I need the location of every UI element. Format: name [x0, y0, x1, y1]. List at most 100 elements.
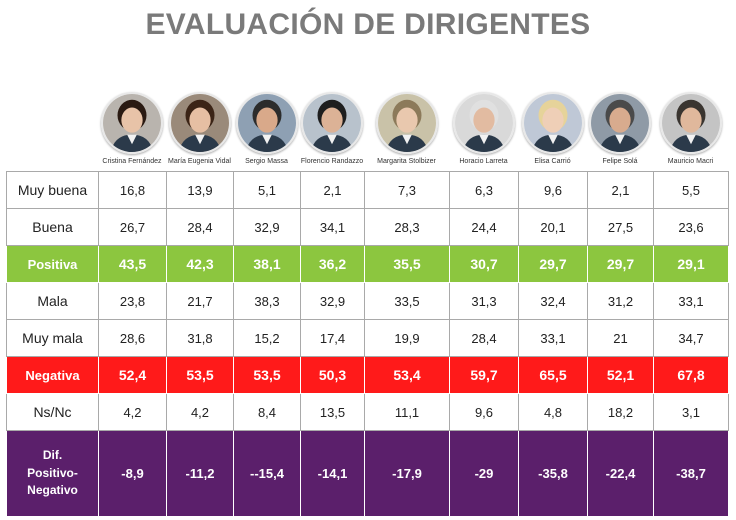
table-cell: 17,4	[300, 319, 365, 357]
table-cell: 59,7	[449, 356, 519, 394]
table-cell: 23,6	[653, 208, 729, 246]
table-cell: 34,7	[653, 319, 729, 357]
table-cell: 29,7	[587, 245, 654, 283]
candidate-portrait	[589, 92, 651, 154]
candidate-name: Margarita Stolbizer	[377, 158, 436, 165]
table-row-muy-buena: Muy buena 16,8 13,9 5,1 2,1 7,3 6,3 9,6 2,1 5,5	[6, 171, 729, 209]
table-row-ns-nc: Ns/Nc 4,2 4,2 8,4 13,5 11,1 9,6 4,8 18,2 3,1	[6, 393, 729, 431]
table-row-dif-positivo-negativo: Dif. Positivo- Negativo -8,9 -11,2 --15,4 -14,…	[6, 430, 729, 517]
table-cell: 9,6	[449, 393, 519, 431]
table-cell: 29,7	[518, 245, 588, 283]
candidate-name: Horacio Larreta	[459, 158, 508, 165]
table-cell: 6,3	[449, 171, 519, 209]
candidate-card: Elisa Carrió	[518, 92, 588, 165]
table-cell: 23,8	[98, 282, 167, 320]
candidate-name: María Eugenia Vidal	[168, 158, 231, 165]
table-cell: -22,4	[587, 430, 654, 517]
table-cell: 4,2	[166, 393, 234, 431]
table-cell: 20,1	[518, 208, 588, 246]
table-cell: 28,4	[449, 319, 519, 357]
table-cell: 33,1	[518, 319, 588, 357]
table-cell: 50,3	[300, 356, 365, 394]
table-cell: 31,3	[449, 282, 519, 320]
evaluation-table: Muy buena 16,8 13,9 5,1 2,1 7,3 6,3 9,6 2,1 5,5 Bu…	[6, 171, 729, 517]
table-cell: 31,8	[166, 319, 234, 357]
table-cell: 34,1	[300, 208, 365, 246]
candidate-portrait	[168, 92, 231, 154]
table-row-muy-mala: Muy mala 28,6 31,8 15,2 17,4 19,9 28,4 33,1 21 34…	[6, 319, 729, 357]
row-label: Positiva	[6, 245, 99, 283]
table-cell: 52,4	[98, 356, 167, 394]
table-row-negativa: Negativa 52,4 53,5 53,5 50,3 53,4 59,7 65,5 52,1…	[6, 356, 729, 394]
table-cell: -29	[449, 430, 519, 517]
row-label: Mala	[6, 282, 99, 320]
candidate-portrait	[521, 92, 584, 154]
table-cell: 36,2	[300, 245, 365, 283]
page-title: EVALUACIÓN DE DIRIGENTES	[145, 8, 591, 41]
table-cell: 28,4	[166, 208, 234, 246]
table-cell: 16,8	[98, 171, 167, 209]
table-cell: 5,1	[233, 171, 301, 209]
table-cell: 8,4	[233, 393, 301, 431]
candidate-name: Sergio Massa	[245, 158, 288, 165]
table-cell: 33,5	[364, 282, 450, 320]
table-cell: 29,1	[653, 245, 729, 283]
table-cell: 11,1	[364, 393, 450, 431]
candidate-name: Mauricio Macri	[667, 158, 714, 165]
table-cell: --15,4	[233, 430, 301, 517]
candidate-name: Elisa Carrió	[534, 158, 571, 165]
table-cell: 9,6	[518, 171, 588, 209]
row-label: Ns/Nc	[6, 393, 99, 431]
table-cell: 32,4	[518, 282, 588, 320]
candidate-portrait	[235, 92, 298, 154]
table-cell: -38,7	[653, 430, 729, 517]
table-cell: 28,3	[364, 208, 450, 246]
row-label: Muy mala	[6, 319, 99, 357]
candidate-card: Cristina Fernández	[97, 92, 167, 165]
table-cell: -17,9	[364, 430, 450, 517]
row-label: Negativa	[6, 356, 99, 394]
table-cell: -14,1	[300, 430, 365, 517]
candidate-card: Margarita Stolbizer	[372, 92, 442, 165]
table-cell: 18,2	[587, 393, 654, 431]
table-cell: 5,5	[653, 171, 729, 209]
table-cell: 2,1	[300, 171, 365, 209]
table-cell: 31,2	[587, 282, 654, 320]
table-cell: 2,1	[587, 171, 654, 209]
table-cell: 32,9	[300, 282, 365, 320]
table-cell: 33,1	[653, 282, 729, 320]
table-cell: 38,1	[233, 245, 301, 283]
candidate-portrait	[375, 92, 438, 154]
table-row-mala: Mala 23,8 21,7 38,3 32,9 33,5 31,3 32,4 31,2 33,1	[6, 282, 729, 320]
candidate-card: María Eugenia Vidal	[165, 92, 235, 165]
table-cell: 52,1	[587, 356, 654, 394]
table-cell: 15,2	[233, 319, 301, 357]
row-label: Buena	[6, 208, 99, 246]
candidate-card: Horacio Larreta	[449, 92, 519, 165]
table-cell: -8,9	[98, 430, 167, 517]
row-label: Muy buena	[6, 171, 99, 209]
table-cell: 53,4	[364, 356, 450, 394]
table-cell: 4,2	[98, 393, 167, 431]
table-cell: 28,6	[98, 319, 167, 357]
table-cell: 32,9	[233, 208, 301, 246]
candidate-name: Cristina Fernández	[102, 158, 162, 165]
table-cell: 43,5	[98, 245, 167, 283]
candidate-card: Florencio Randazzo	[297, 92, 367, 165]
table-cell: 21	[587, 319, 654, 357]
candidate-portrait	[301, 92, 363, 154]
candidate-card: Sergio Massa	[232, 92, 302, 165]
table-cell: 53,5	[166, 356, 234, 394]
table-cell: 24,4	[449, 208, 519, 246]
table-cell: 42,3	[166, 245, 234, 283]
table-cell: 21,7	[166, 282, 234, 320]
table-cell: 38,3	[233, 282, 301, 320]
table-cell: 13,9	[166, 171, 234, 209]
table-cell: 7,3	[364, 171, 450, 209]
table-cell: 26,7	[98, 208, 167, 246]
row-label: Dif. Positivo- Negativo	[6, 430, 99, 517]
table-row-positiva: Positiva 43,5 42,3 38,1 36,2 35,5 30,7 29,7 29,7…	[6, 245, 729, 283]
table-cell: -35,8	[518, 430, 588, 517]
table-cell: -11,2	[166, 430, 234, 517]
candidate-portrait	[101, 92, 163, 154]
